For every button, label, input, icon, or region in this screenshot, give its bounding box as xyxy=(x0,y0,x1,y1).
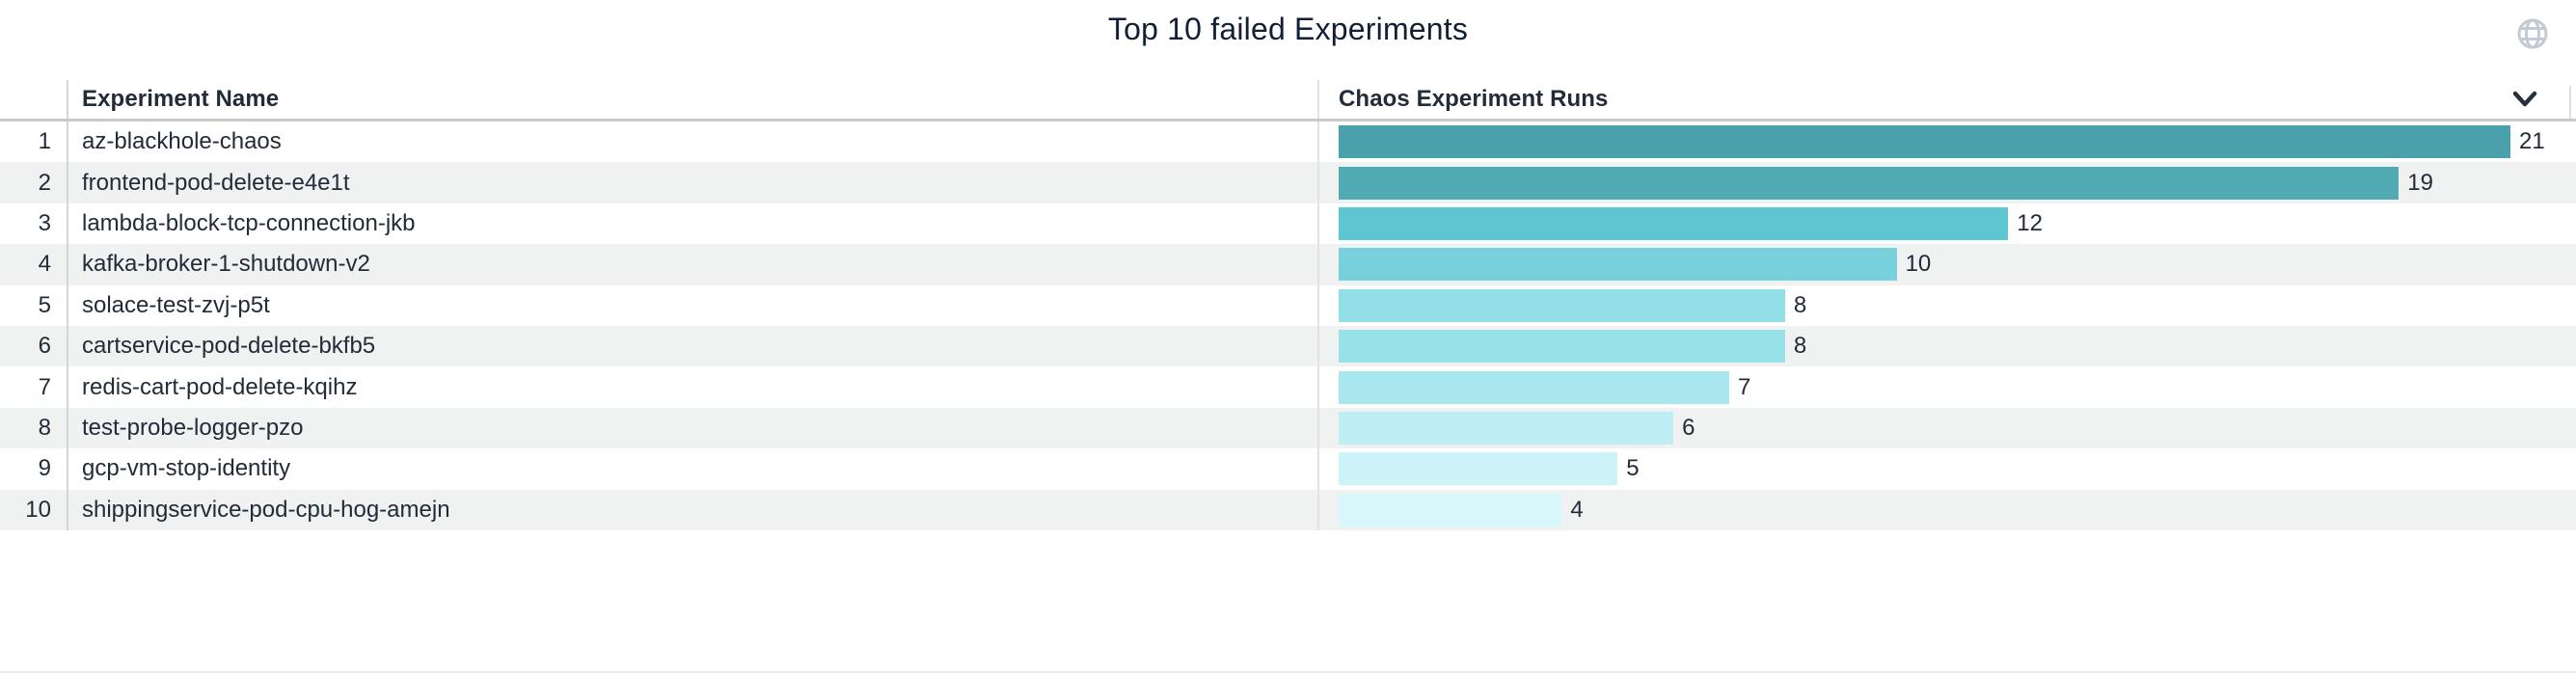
experiment-name: shippingservice-pod-cpu-hog-amejn xyxy=(68,489,1319,530)
row-rank: 1 xyxy=(0,122,68,163)
experiment-name: kafka-broker-1-shutdown-v2 xyxy=(68,244,1319,285)
runs-value-label: 8 xyxy=(1793,333,1807,360)
runs-value-label: 10 xyxy=(1905,251,1932,278)
runs-value-label: 8 xyxy=(1793,291,1807,318)
chevron-down-icon[interactable] xyxy=(2508,90,2541,111)
runs-value-label: 7 xyxy=(1738,373,1751,400)
row-rank: 4 xyxy=(0,244,68,285)
panel-title: Top 10 failed Experiments xyxy=(1107,12,1469,46)
table-row: 10 shippingservice-pod-cpu-hog-amejn 4 xyxy=(0,489,2576,530)
experiment-name: frontend-pod-delete-e4e1t xyxy=(68,162,1319,203)
row-rank: 2 xyxy=(0,162,68,203)
row-rank: 6 xyxy=(0,325,68,367)
runs-value-label: 12 xyxy=(2017,209,2043,236)
runs-bar-cell: 6 xyxy=(1319,408,2576,448)
experiment-name: cartservice-pod-delete-bkfb5 xyxy=(68,325,1319,367)
globe-icon xyxy=(2515,16,2550,51)
runs-column-header[interactable]: Chaos Experiment Runs xyxy=(1319,80,2576,119)
table-row: 2 frontend-pod-delete-e4e1t 19 xyxy=(0,162,2576,203)
experiment-name: test-probe-logger-pzo xyxy=(68,407,1319,449)
table-row: 6 cartservice-pod-delete-bkfb5 8 xyxy=(0,325,2576,367)
row-rank: 3 xyxy=(0,202,68,245)
table-header-row: Experiment Name Chaos Experiment Runs xyxy=(0,80,2576,119)
experiment-name: lambda-block-tcp-connection-jkb xyxy=(68,202,1319,245)
row-rank: 10 xyxy=(0,489,68,530)
table-row: 7 redis-cart-pod-delete-kqihz 7 xyxy=(0,366,2576,408)
table-row: 5 solace-test-zvj-p5t 8 xyxy=(0,284,2576,326)
runs-bar-cell: 5 xyxy=(1319,448,2576,489)
header-divider xyxy=(2569,86,2571,119)
runs-header-label: Chaos Experiment Runs xyxy=(1339,86,1609,112)
row-rank: 8 xyxy=(0,407,68,449)
runs-bar-cell: 19 xyxy=(1319,162,2576,202)
runs-value-label: 19 xyxy=(2407,169,2433,196)
runs-bar-cell: 21 xyxy=(1319,122,2576,162)
table-row: 4 kafka-broker-1-shutdown-v2 10 xyxy=(0,244,2576,285)
runs-bar xyxy=(1339,125,2510,159)
runs-bar-cell: 10 xyxy=(1319,244,2576,284)
runs-bar xyxy=(1339,248,1897,282)
runs-value-label: 6 xyxy=(1682,414,1695,441)
runs-bar xyxy=(1339,411,1674,445)
table-row: 3 lambda-block-tcp-connection-jkb 12 xyxy=(0,202,2576,245)
runs-bar-cell: 7 xyxy=(1319,366,2576,407)
header-underline xyxy=(0,119,2576,122)
row-rank: 9 xyxy=(0,448,68,490)
table-row: 9 gcp-vm-stop-identity 5 xyxy=(0,448,2576,490)
runs-bar xyxy=(1339,206,2009,240)
runs-value-label: 4 xyxy=(1570,496,1584,523)
runs-bar-cell: 8 xyxy=(1319,285,2576,326)
rank-column-header xyxy=(0,80,68,119)
runs-bar xyxy=(1339,452,1618,486)
experiment-name-column-header[interactable]: Experiment Name xyxy=(68,80,1319,119)
runs-bar xyxy=(1339,288,1785,322)
runs-bar-cell: 4 xyxy=(1319,490,2576,530)
experiment-name: az-blackhole-chaos xyxy=(68,122,1319,163)
panel-bottom-edge xyxy=(0,671,2576,673)
row-rank: 5 xyxy=(0,284,68,326)
runs-bar-cell: 8 xyxy=(1319,326,2576,366)
experiment-name-header-label: Experiment Name xyxy=(82,86,280,112)
runs-bar xyxy=(1339,166,2400,200)
table-row: 1 az-blackhole-chaos 21 xyxy=(0,122,2576,163)
runs-value-label: 21 xyxy=(2519,128,2545,155)
runs-bar xyxy=(1339,493,1562,526)
table-row: 8 test-probe-logger-pzo 6 xyxy=(0,407,2576,449)
runs-bar-cell: 12 xyxy=(1319,203,2576,244)
runs-bar xyxy=(1339,330,1785,364)
runs-value-label: 5 xyxy=(1626,455,1640,482)
experiment-name: gcp-vm-stop-identity xyxy=(68,448,1319,490)
row-rank: 7 xyxy=(0,366,68,408)
experiment-name: solace-test-zvj-p5t xyxy=(68,284,1319,326)
experiments-table-body: 1 az-blackhole-chaos 21 2 frontend-pod-d… xyxy=(0,122,2576,530)
experiment-name: redis-cart-pod-delete-kqihz xyxy=(68,366,1319,408)
runs-bar xyxy=(1339,370,1729,404)
